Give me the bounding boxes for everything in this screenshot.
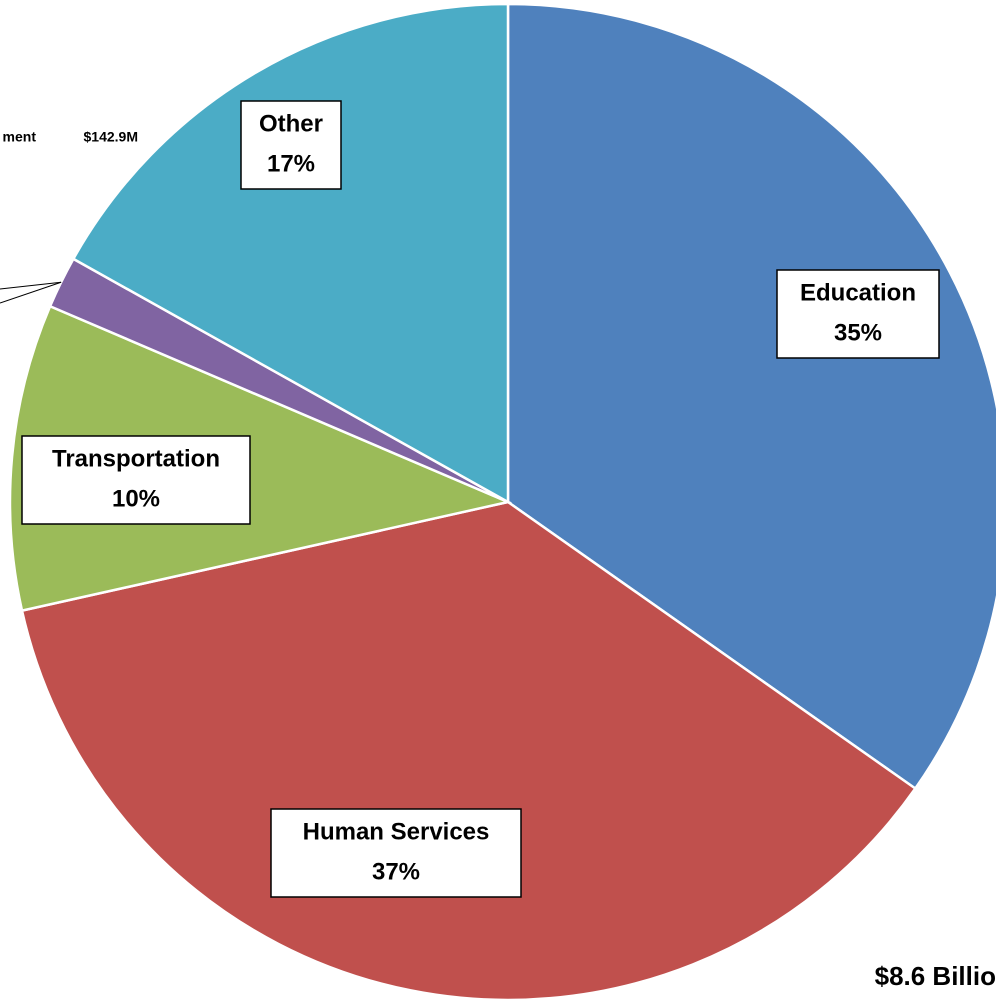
label-box <box>240 100 342 190</box>
total-label: $8.6 Billio <box>875 961 996 991</box>
leader-line <box>0 281 62 304</box>
pie-slice <box>8 304 513 613</box>
slice-name: ment <box>3 129 37 145</box>
slice-value: 35% <box>834 319 882 346</box>
slice-name: Other <box>259 110 323 137</box>
slice-name: Education <box>800 279 916 306</box>
slice-value: 17% <box>267 150 315 177</box>
labels: Education 35% Human Services 37% Transportat… <box>0 100 940 898</box>
slice-value: 10% <box>112 485 160 512</box>
pie-slice <box>20 500 918 1001</box>
label-box <box>21 435 251 525</box>
slice-value: 37% <box>372 858 420 885</box>
pie <box>8 2 996 1001</box>
slice-name: Transportation <box>52 445 220 472</box>
slice-name: Human Services <box>303 818 490 845</box>
leader-line <box>0 281 62 290</box>
label-box <box>776 269 940 359</box>
slice-value: $142.9M <box>84 129 138 145</box>
pie-slice <box>71 2 510 505</box>
pie-slice <box>506 2 996 791</box>
label-box <box>270 808 522 898</box>
